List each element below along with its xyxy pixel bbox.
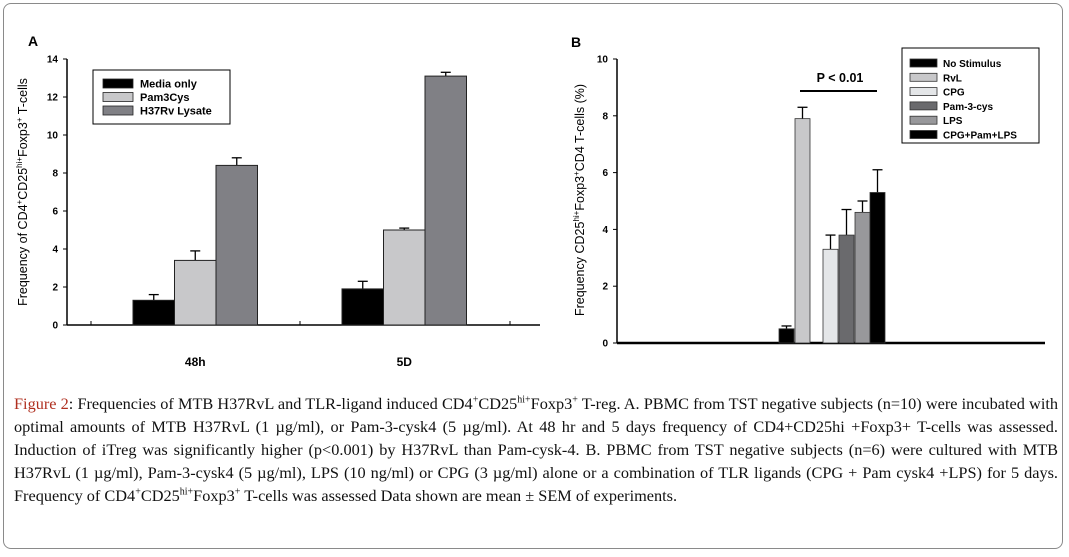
y-tick-label-b: 0	[602, 339, 608, 350]
ylabel-text: CD4 T-cells (%)	[573, 84, 587, 171]
bar-b-rvl	[794, 118, 811, 344]
legend-label-b: CPG	[943, 88, 965, 99]
ylabel-superscript: hi+	[15, 157, 24, 168]
legend-label-a: Pam3Cys	[140, 92, 190, 104]
legend-label-a: H37Rv Lysate	[140, 106, 212, 118]
bar-a-media-only	[341, 288, 384, 326]
y-tick-label-a: 10	[47, 131, 59, 142]
legend-label-b: CPG+Pam+LPS	[943, 131, 1017, 142]
ylabel-text: CD25	[16, 168, 30, 200]
figure-frame	[3, 3, 1063, 549]
y-axis-label-b: Frequency CD25hi+Foxp3+CD4 T-cells (%)	[572, 84, 587, 316]
caption-sup: hi+	[179, 486, 194, 498]
legend-swatch-b	[909, 130, 938, 139]
ylabel-superscript: +	[15, 117, 24, 122]
y-tick-label-a: 8	[52, 169, 58, 180]
legend-label-b: RvL	[943, 73, 962, 84]
caption-sup: +	[234, 486, 241, 498]
legend-swatch-a	[102, 105, 134, 116]
y-tick-label-a: 0	[52, 321, 58, 332]
ylabel-text: Foxp3	[16, 122, 30, 157]
y-axis-label-a: Frequency of CD4+CD25hi+Foxp3+ T-cells	[15, 78, 30, 306]
panel-label-b: B	[571, 34, 581, 50]
caption-text: : Frequencies of MTB H37RvL and TLR-liga…	[68, 394, 473, 413]
y-tick-label-b: 4	[602, 225, 608, 236]
legend-swatch-b	[909, 115, 938, 125]
caption-label: Figure 2	[14, 394, 69, 413]
caption-text: CD25	[140, 486, 180, 505]
caption-sup: +	[572, 394, 578, 406]
bar-a-pam3cys	[383, 229, 426, 326]
caption-sup: hi+	[517, 394, 531, 406]
legend-swatch-b	[909, 101, 938, 111]
legend-label-b: No Stimulus	[943, 59, 1002, 70]
caption-sup: +	[135, 486, 141, 498]
legend-swatch-b	[909, 72, 938, 82]
y-tick-label-b: 10	[597, 55, 609, 66]
bar-b-cpg-pam-lps	[869, 192, 886, 344]
legend-swatch-b	[909, 87, 938, 96]
y-tick-label-b: 6	[602, 168, 608, 179]
ylabel-superscript: +	[572, 171, 581, 176]
caption-text: Foxp3	[193, 486, 235, 505]
significance-label-b: P < 0.01	[817, 71, 864, 85]
legend-label-b: Pam-3-cys	[943, 102, 993, 113]
legend-label-b: LPS	[943, 116, 963, 127]
ylabel-text: T-cells	[16, 78, 30, 117]
y-tick-label-b: 8	[602, 111, 608, 122]
legend-label-a: Media only	[140, 79, 198, 91]
panel-label-a: A	[28, 33, 38, 49]
ylabel-superscript: hi+	[572, 210, 581, 221]
bar-b-no-stimulus	[778, 328, 795, 344]
bar-b-lps	[854, 211, 871, 344]
bar-a-pam3cys	[174, 259, 217, 326]
legend-swatch-a	[102, 92, 134, 102]
legend-swatch-a	[102, 78, 134, 89]
y-tick-label-a: 6	[52, 207, 58, 218]
bar-a-media-only	[132, 299, 175, 326]
caption-text: CD25	[478, 394, 518, 413]
caption-text: Foxp3	[530, 394, 573, 413]
legend-swatch-b	[909, 58, 938, 68]
y-tick-label-a: 4	[52, 245, 58, 256]
bar-b-cpg	[822, 248, 839, 344]
y-tick-label-a: 14	[47, 55, 59, 66]
caption-text: T-cells was assessed Data shown are mean…	[240, 486, 678, 505]
caption-text: T-reg. A. PBMC from TST negative subject…	[14, 394, 1059, 505]
figure-caption: Figure 2: Frequencies of MTB H37RvL and …	[14, 392, 1058, 507]
bar-a-h37rv-lysate	[424, 75, 467, 326]
ylabel-text: Frequency of CD4	[16, 204, 30, 305]
ylabel-superscript: +	[15, 199, 24, 204]
bar-a-h37rv-lysate	[215, 164, 258, 326]
ylabel-text: Frequency CD25	[573, 222, 587, 317]
x-tick-label-a: 5D	[397, 355, 413, 369]
y-tick-label-a: 12	[47, 93, 59, 104]
caption-sup: +	[472, 394, 479, 406]
y-tick-label-b: 2	[602, 282, 608, 293]
x-tick-label-a: 48h	[185, 355, 206, 369]
legend-b: No Stimulus RvL CPG Pam-3-cys LPS CPG+Pam+LPS	[901, 47, 1040, 144]
y-tick-label-a: 2	[52, 283, 58, 294]
bar-b-pam-3-cys	[838, 234, 855, 344]
ylabel-text: Foxp3	[573, 176, 587, 211]
